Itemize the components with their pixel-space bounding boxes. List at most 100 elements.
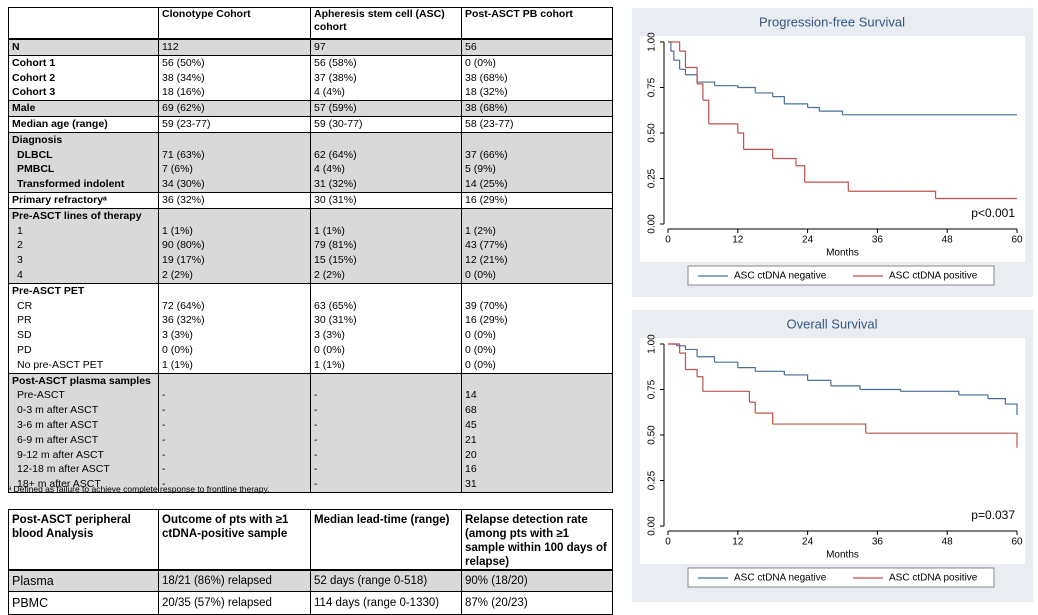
x-axis-label: Months <box>826 550 859 561</box>
survival-step <box>755 412 774 425</box>
cell <box>310 372 462 389</box>
table-row: N 112 97 56 <box>8 38 613 56</box>
survival-step <box>737 86 756 93</box>
cell <box>310 131 462 148</box>
survival-step <box>807 379 832 386</box>
table-row: Cohort 1 56 (50%) 56 (58%) 0 (0%) <box>8 54 613 71</box>
row-label: Transformed indolent <box>8 177 159 193</box>
cell: - <box>310 462 462 478</box>
cell: 0 (0%) <box>461 267 613 284</box>
y-tick-label: 0.50 <box>647 425 658 445</box>
x-tick-label: 48 <box>942 235 954 246</box>
cell <box>461 372 613 389</box>
survival-step <box>673 59 681 70</box>
header-row: Clonotype Cohort Apheresis stem cell (ASC… <box>8 7 613 40</box>
survival-step <box>1005 403 1018 415</box>
cell: 43 (77%) <box>461 238 613 254</box>
cell: 112 <box>158 38 311 56</box>
survival-step <box>819 110 844 115</box>
survival-step <box>807 106 820 112</box>
row-label: PBMC <box>8 591 159 615</box>
survival-step <box>737 367 756 372</box>
cell: 68 <box>461 403 613 418</box>
cell: 0 (0%) <box>461 342 613 358</box>
x-tick-label: 24 <box>802 235 814 246</box>
table-row: Primary refractoryᵃ 36 (32%) 30 (31%) 16 (2… <box>8 191 613 209</box>
table-row: PD 0 (0%) 0 (0%) 0 (0%) <box>8 342 613 358</box>
cell: 34 (30%) <box>158 177 311 193</box>
x-tick-label: 48 <box>942 537 954 548</box>
survival-step <box>830 385 861 390</box>
row-label: Cohort 2 <box>8 70 159 86</box>
survival-step <box>679 352 687 370</box>
table-row: Diagnosis <box>8 131 613 148</box>
row-label: 6-9 m after ASCT <box>8 432 159 448</box>
cell: 3 (3%) <box>158 328 311 343</box>
cell: - <box>158 447 311 463</box>
cell <box>461 131 613 148</box>
cell: 90 (80%) <box>158 238 311 254</box>
cell: 4 (4%) <box>310 85 462 101</box>
header-cell: Post-ASCT PB cohort <box>461 7 613 40</box>
row-label: 18+ m after ASCT <box>8 477 159 493</box>
cell: 2 (2%) <box>158 267 311 284</box>
cell: 1 (1%) <box>158 357 311 374</box>
cell: 18/21 (86%) relapsed <box>158 569 311 592</box>
row-label: Pre-ASCT PET <box>8 282 159 299</box>
table-row: 18+ m after ASCT - -31 <box>8 477 613 493</box>
cell: - <box>310 447 462 463</box>
cell: - <box>310 403 462 418</box>
survival-step <box>958 394 989 399</box>
table-row: Plasma 18/21 (86%) relapsed 52 days (range… <box>8 569 613 592</box>
plot-area <box>640 36 1025 262</box>
cell: 7 (6%) <box>158 162 311 178</box>
table-row: Transformed indolent 34 (30%) 31 (32%) 14 (… <box>8 177 613 193</box>
y-tick-label: 1.00 <box>647 32 658 52</box>
table-row: Median age (range) 59 (23-77) 59 (30-77) 58… <box>8 115 613 133</box>
survival-step <box>714 361 739 368</box>
table-row: 3-6 m after ASCT - -45 <box>8 417 613 433</box>
cell: 21 <box>461 432 613 448</box>
cell: 63 (65%) <box>310 298 462 314</box>
cell: 38 (34%) <box>158 70 311 86</box>
survival-step <box>697 356 716 363</box>
header-cell: Outcome of pts with ≥1 ctDNA-positive sa… <box>158 509 311 571</box>
cell: 20 <box>461 447 613 463</box>
survival-step <box>702 390 751 403</box>
survival-step <box>749 401 756 414</box>
table-row: No pre-ASCT PET 1 (1%) 1 (1%) 0 (0%) <box>8 357 613 374</box>
cell <box>461 207 613 224</box>
row-label: No pre-ASCT PET <box>8 357 159 374</box>
analysis-table: Post-ASCT peripheral blood Analysis Outco… <box>8 509 613 615</box>
survival-step <box>784 374 809 381</box>
x-tick-label: 24 <box>802 537 814 548</box>
table-row: 12-18 m after ASCT - -16 <box>8 462 613 478</box>
cell <box>158 207 311 224</box>
cell: - <box>158 432 311 448</box>
row-label: 3 <box>8 253 159 268</box>
row-label: 3-6 m after ASCT <box>8 417 159 433</box>
cell <box>461 282 613 299</box>
header-cell: Relapse detection rate (among pts with ≥… <box>461 509 613 571</box>
row-label: Plasma <box>8 569 159 592</box>
table-row: Cohort 2 38 (34%) 37 (38%) 38 (68%) <box>8 70 613 86</box>
cell: 31 <box>461 477 613 493</box>
row-label: 4 <box>8 267 159 284</box>
cell: 56 <box>461 38 613 56</box>
pfs-chart: Progression-free Survival 0.00 0.25 0.50 0.7… <box>632 8 1033 297</box>
survival-step <box>685 66 698 84</box>
y-tick-label: 0.75 <box>647 379 658 399</box>
cell: 0 (0%) <box>158 342 311 358</box>
survival-step <box>784 103 809 108</box>
cell: 90% (18/20) <box>461 569 613 592</box>
x-tick-label: 60 <box>1011 235 1023 246</box>
survival-step <box>679 50 687 68</box>
survival-step <box>859 388 902 392</box>
row-label: PD <box>8 342 159 358</box>
survival-step <box>755 370 785 375</box>
cell: 72 (64%) <box>158 298 311 314</box>
cell <box>158 282 311 299</box>
